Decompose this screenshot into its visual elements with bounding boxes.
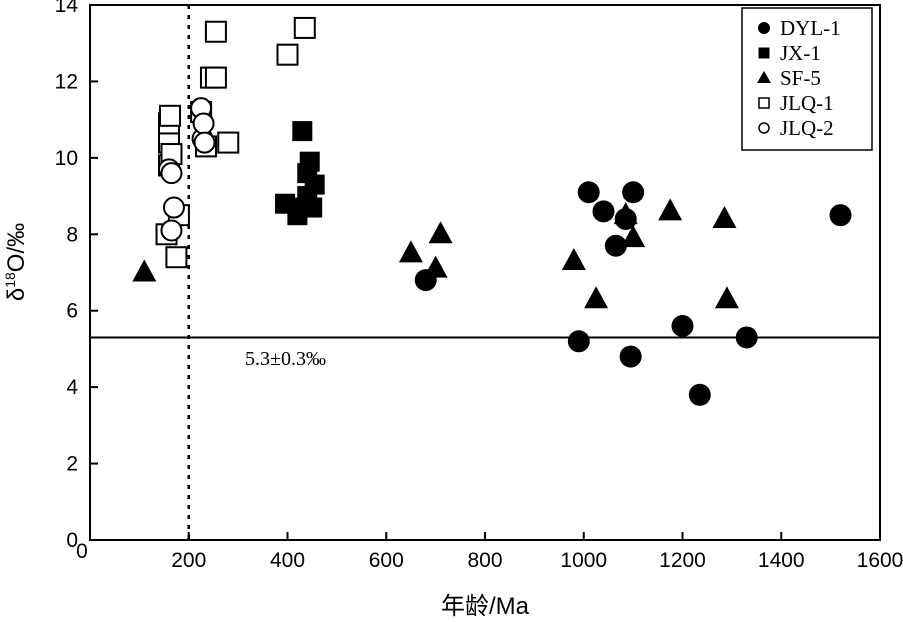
- x-axis-title: 年龄/Ma: [441, 593, 530, 620]
- point-dyl-1: [735, 326, 758, 349]
- y-axis-title-sup: 18: [2, 272, 18, 288]
- data-points: [132, 16, 852, 406]
- point-jlq-1: [165, 246, 188, 269]
- x-tick-label: 600: [369, 549, 404, 572]
- point-jlq-2: [192, 112, 215, 135]
- point-sf-5: [621, 225, 646, 248]
- reference-line-label: 5.3±0.3‰: [245, 348, 326, 370]
- y-tick-label: 14: [55, 0, 79, 17]
- legend-label-jlq-1: JLQ-1: [780, 91, 834, 115]
- y-tick-label: 2: [66, 453, 78, 476]
- x-tick-label: 800: [467, 549, 502, 572]
- point-sf-5: [398, 240, 423, 263]
- point-dyl-1: [614, 208, 637, 230]
- legend-label-jlq-2: JLQ-2: [780, 116, 834, 140]
- legend-label-dyl-1: DYL-1: [780, 16, 841, 40]
- y-axis-title-delta: δ: [3, 288, 30, 301]
- point-jx-1: [304, 174, 325, 195]
- y-axis-title-rest: O/‰: [3, 223, 30, 272]
- y-axis-title: δ18O/‰: [2, 223, 30, 301]
- point-jx-1: [302, 197, 323, 218]
- point-sf-5: [428, 221, 453, 244]
- x-tick-label: 1200: [659, 549, 706, 572]
- point-jx-1: [299, 151, 320, 172]
- point-jlq-1: [158, 104, 181, 127]
- x-tick-label: 1600: [857, 549, 903, 572]
- point-dyl-1: [592, 200, 615, 223]
- point-jlq-2: [160, 219, 183, 242]
- point-sf-5: [561, 248, 586, 271]
- point-sf-5: [132, 259, 157, 282]
- y-tick-label: 0: [66, 529, 78, 552]
- point-jlq-1: [204, 66, 227, 89]
- point-dyl-1: [671, 315, 694, 337]
- point-jlq-1: [217, 131, 240, 154]
- x-tick-label: 200: [171, 549, 206, 572]
- point-jlq-1: [204, 20, 227, 43]
- x-tick-label: 400: [270, 549, 305, 572]
- axes: 200 400 600 800 1000 1200 1400 1600 0 2 4 6 8 10 12 14 0: [55, 0, 903, 572]
- legend-label-jx-1: JX-1: [780, 41, 821, 65]
- x-tick-label: 1000: [560, 549, 607, 572]
- point-sf-5: [658, 198, 683, 221]
- point-sf-5: [714, 286, 739, 309]
- point-jlq-2: [162, 196, 185, 219]
- legend-label-sf-5: SF-5: [780, 66, 821, 90]
- y-tick-label: 8: [66, 223, 78, 246]
- legend-marker-jx-1: [758, 47, 770, 59]
- point-jlq-2: [193, 131, 216, 154]
- point-jx-1: [292, 121, 313, 142]
- y-tick-label: 10: [55, 147, 78, 170]
- point-dyl-1: [622, 181, 645, 204]
- point-dyl-1: [414, 269, 437, 292]
- point-sf-5: [712, 206, 737, 228]
- point-dyl-1: [688, 383, 711, 406]
- point-jlq-1: [293, 16, 316, 39]
- y-tick-label: 4: [66, 376, 78, 399]
- y-tick-label: 12: [55, 70, 78, 93]
- origin-tick-label: 0: [76, 540, 88, 563]
- point-dyl-1: [619, 345, 642, 368]
- legend-marker-dyl-1: [758, 22, 770, 34]
- y-tick-label: 6: [66, 300, 78, 323]
- point-dyl-1: [567, 330, 590, 353]
- point-dyl-1: [604, 234, 627, 257]
- legend-marker-jlq-1: [758, 97, 770, 109]
- point-sf-5: [584, 286, 609, 309]
- x-tick-label: 1400: [758, 549, 805, 572]
- point-jlq-2: [160, 162, 183, 185]
- point-dyl-1: [829, 204, 852, 227]
- legend-marker-sf-5: [757, 71, 771, 83]
- point-jlq-1: [276, 43, 299, 66]
- point-dyl-1: [577, 181, 600, 204]
- legend-marker-jlq-2: [758, 122, 770, 134]
